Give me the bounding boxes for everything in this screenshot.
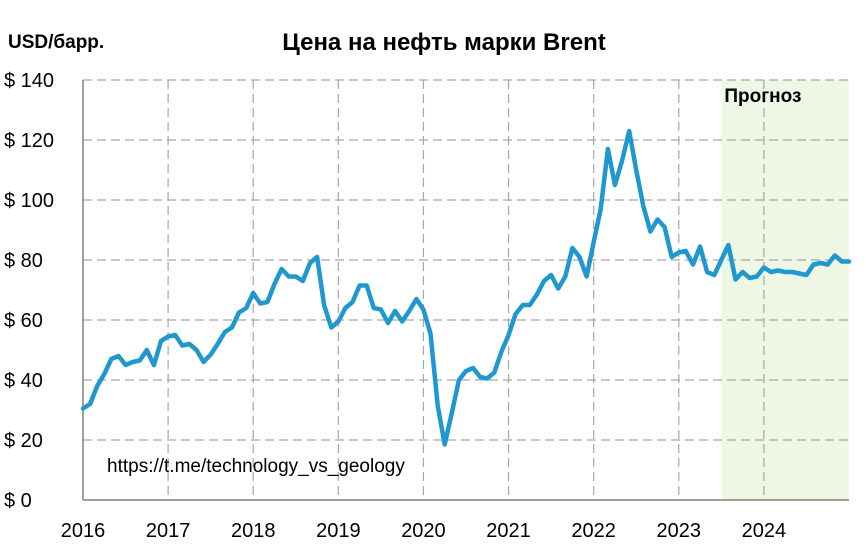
x-tick-label: 2021 (486, 520, 531, 542)
series-line-brent (80, 128, 852, 447)
gridlines (83, 79, 849, 500)
x-tick-labels: 2016 2017 2018 2019 2020 2021 2022 2023 2024 (61, 520, 786, 542)
forecast-region (721, 80, 849, 500)
x-tick-label: 2019 (316, 520, 361, 542)
y-tick-labels: $ 0 $ 20 $ 40 $ 60 $ 80 $ 100 $ 120 $ 140 (4, 70, 54, 512)
y-tick-label: $ 60 (4, 310, 43, 332)
y-tick-label: $ 40 (4, 370, 43, 392)
x-tick-label: 2023 (657, 520, 702, 542)
forecast-label: Прогноз (724, 86, 801, 107)
y-tick-label: $ 100 (4, 190, 54, 212)
y-tick-label: $ 140 (4, 70, 54, 92)
x-tick-label: 2017 (146, 520, 191, 542)
annotation-url: https://t.me/technology_vs_geology (107, 456, 405, 477)
x-tick-label: 2016 (61, 520, 106, 542)
y-tick-label: $ 80 (4, 250, 43, 272)
y-axis-label: USD/барр. (8, 32, 104, 53)
chart-title: Цена на нефть марки Brent (282, 29, 605, 56)
y-tick-label: $ 120 (4, 130, 54, 152)
y-tick-label: $ 20 (4, 430, 43, 452)
y-tick-label: $ 0 (4, 490, 32, 512)
x-tick-label: 2022 (571, 520, 616, 542)
x-tick-label: 2020 (401, 520, 446, 542)
axes (82, 80, 849, 501)
x-tick-label: 2024 (742, 520, 787, 542)
x-tick-label: 2018 (231, 520, 276, 542)
